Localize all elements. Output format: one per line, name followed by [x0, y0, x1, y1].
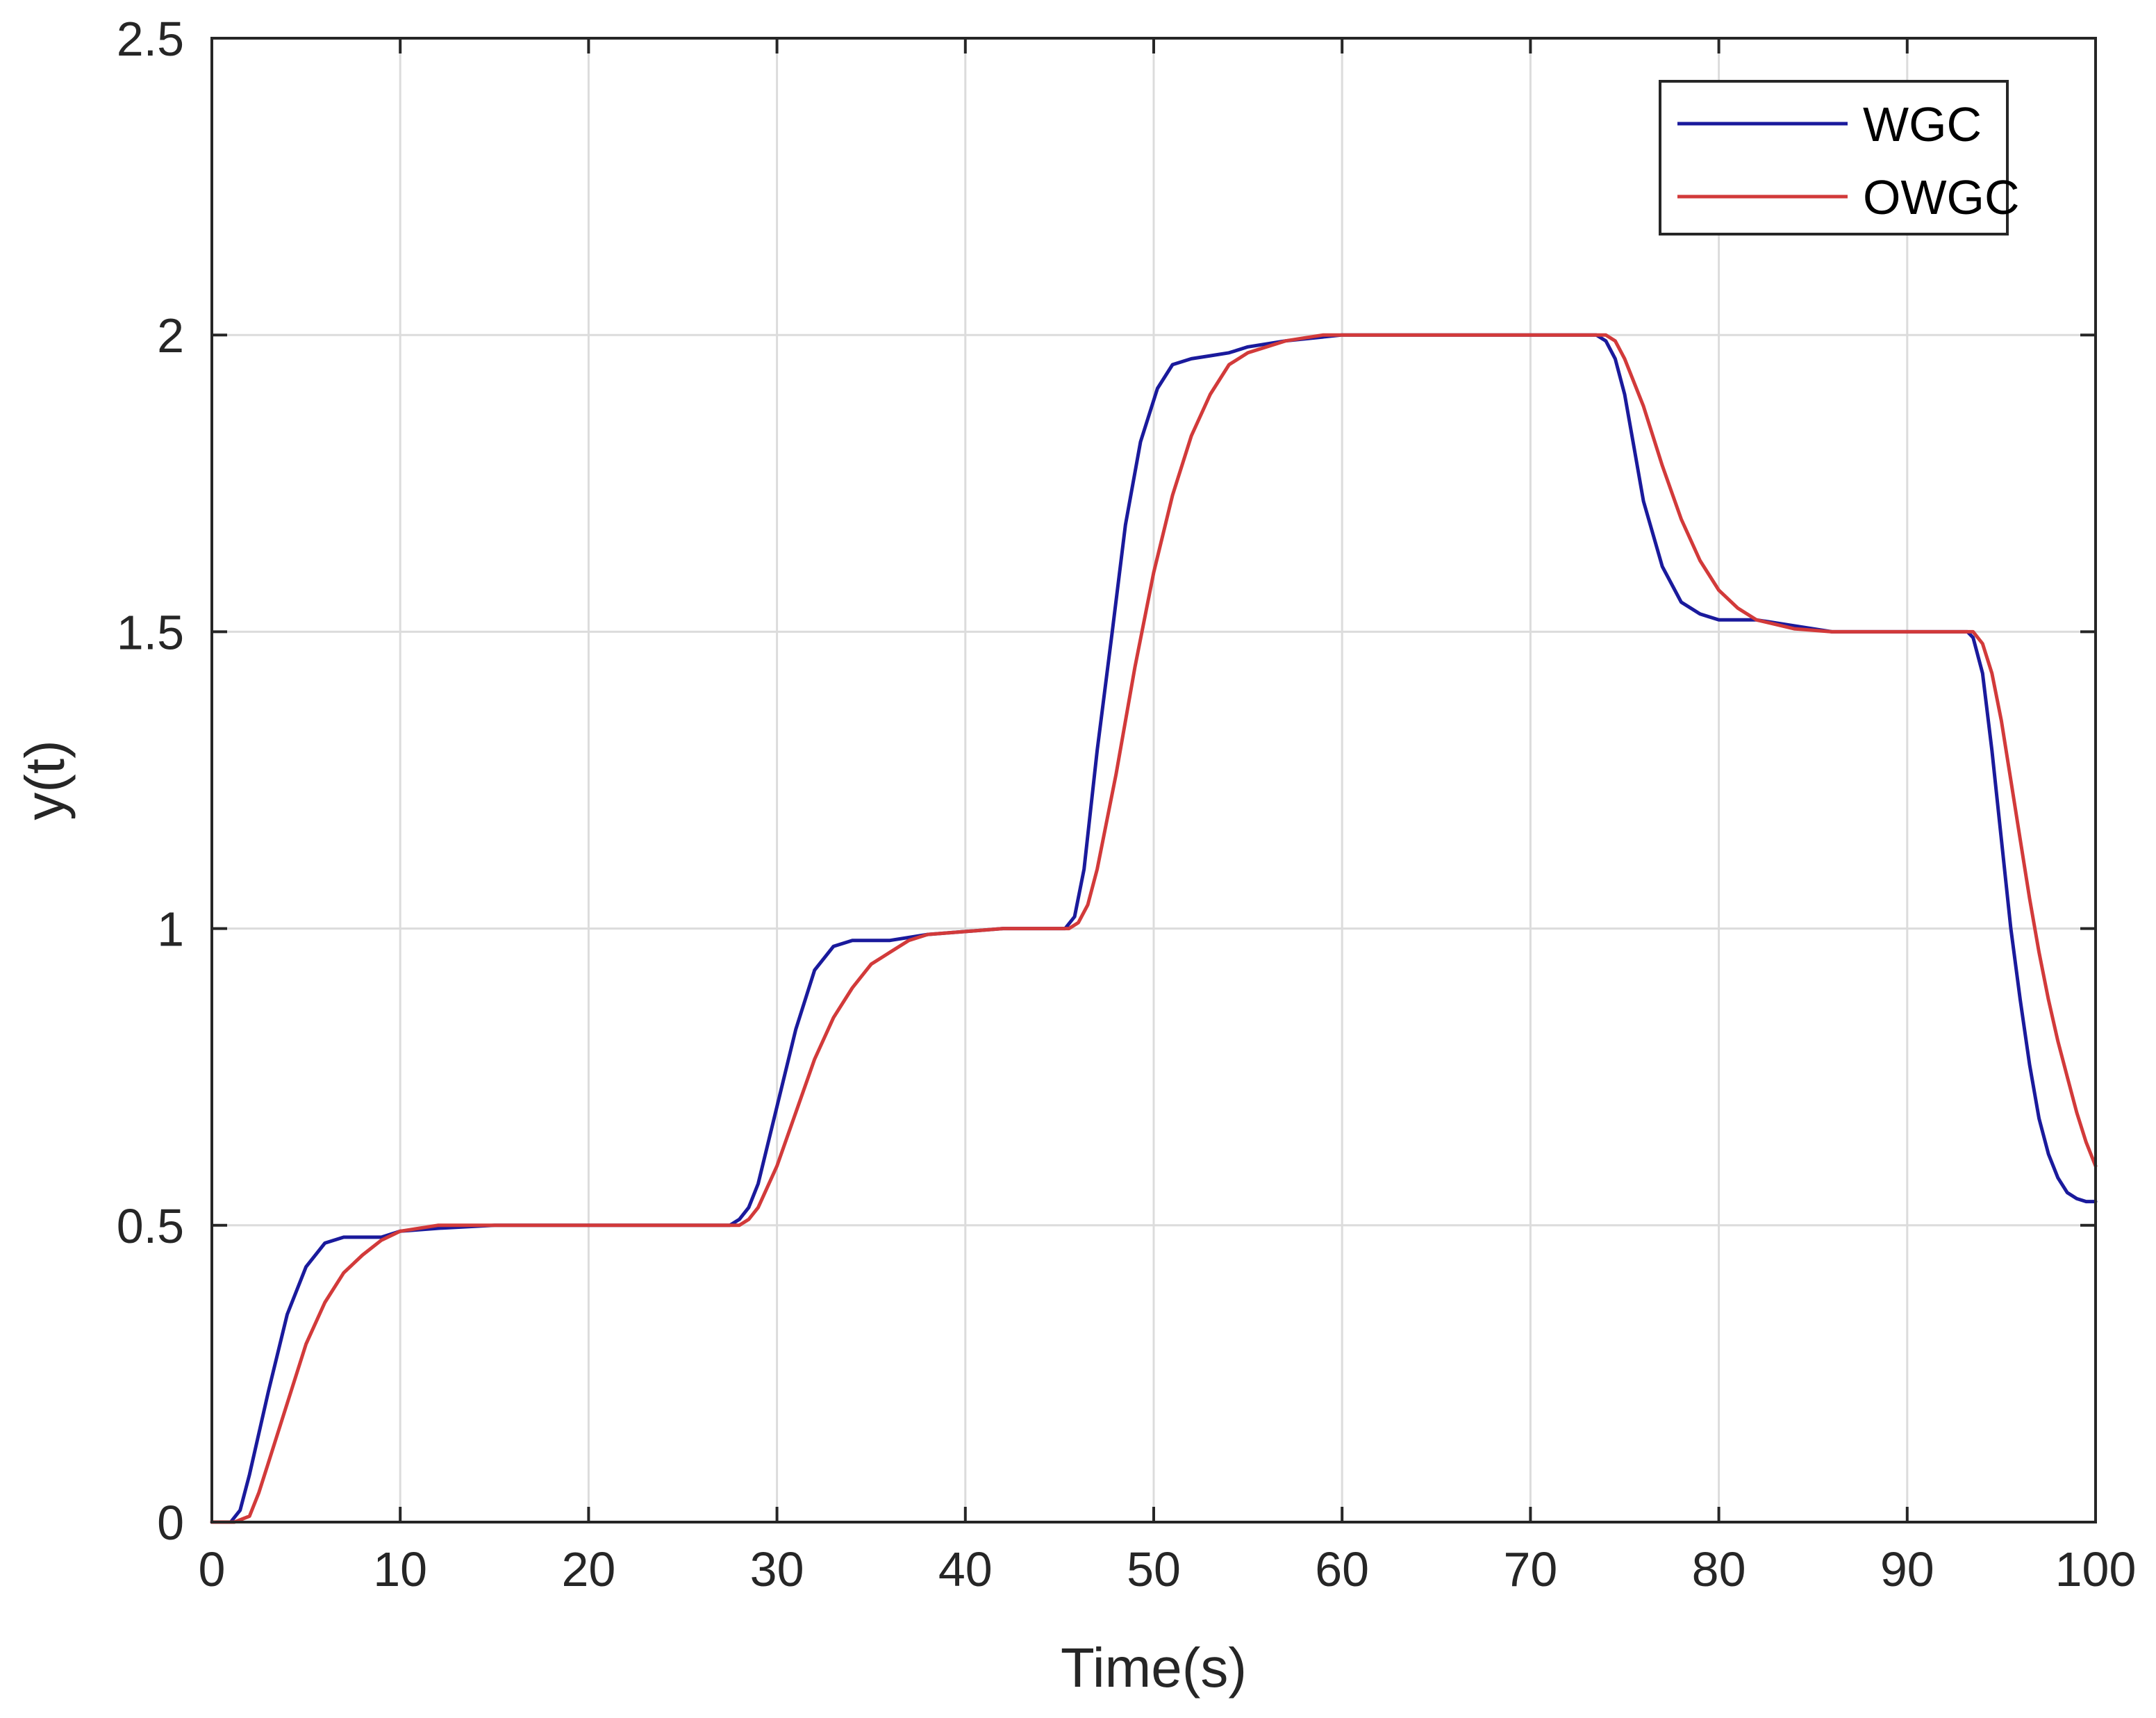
legend: WGC OWGC: [1659, 80, 2020, 236]
x-tick-label: 70: [1503, 1542, 1557, 1596]
x-tick-label: 20: [561, 1542, 615, 1596]
x-tick-label: 50: [1127, 1542, 1181, 1596]
x-tick-label: 40: [938, 1542, 993, 1596]
y-tick-label: 0: [157, 1496, 184, 1550]
series-lines: [210, 333, 2098, 1524]
axes-box: [210, 37, 2097, 1523]
x-tick-label: 90: [1880, 1542, 1934, 1596]
legend-box: [1659, 80, 2009, 236]
y-tick-labels: 0 0.5 1 1.5 2 2.5: [117, 12, 184, 1550]
y-tick-label: 1.5: [117, 605, 184, 659]
x-tick-labels: 0 10 20 30 40 50 60 70 80 90 100: [199, 1542, 2137, 1596]
y-tick-label: 2: [157, 308, 184, 363]
legend-label-wgc: WGC: [1863, 97, 1982, 151]
y-axis-label: y(t): [14, 740, 76, 820]
x-tick-label: 100: [2055, 1542, 2137, 1596]
x-tick-label: 10: [373, 1542, 427, 1596]
x-tick-label: 0: [199, 1542, 226, 1596]
legend-label-owgc: OWGC: [1863, 170, 2020, 224]
x-tick-label: 80: [1692, 1542, 1746, 1596]
series-line-owgc: [210, 333, 2098, 1524]
x-tick-label: 60: [1315, 1542, 1369, 1596]
y-tick-label: 2.5: [117, 12, 184, 66]
y-tick-label: 0.5: [117, 1199, 184, 1253]
x-tick-label: 30: [750, 1542, 804, 1596]
y-tick-label: 1: [157, 902, 184, 957]
x-axis-label: Time(s): [1061, 1637, 1247, 1699]
